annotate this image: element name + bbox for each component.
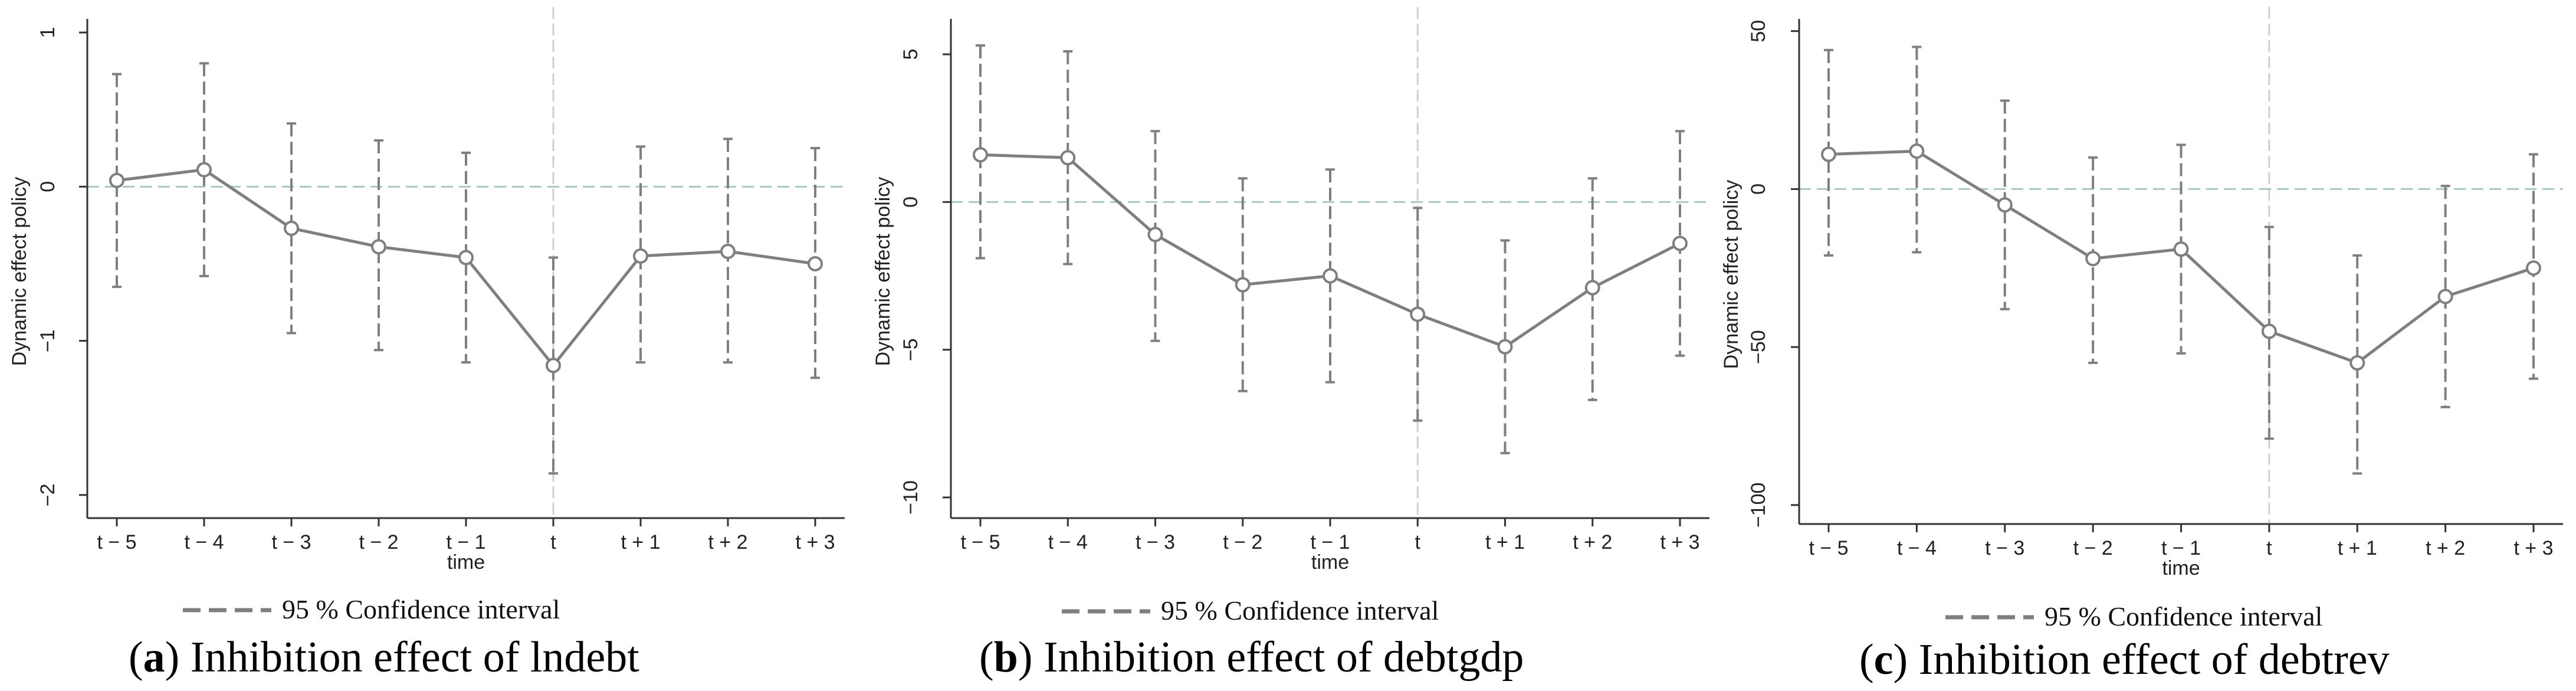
data-point [1997,197,2013,213]
data-point [2085,251,2101,267]
data-point [284,220,299,236]
data-point [1584,280,1600,296]
y-tick-label: −2 [37,483,59,506]
panel-caption: (b) Inhibition effect of debtgdp [979,633,1524,682]
x-tick-label: t − 5 [1809,537,1848,559]
x-axis-label: time [447,551,485,574]
data-point [371,239,386,255]
x-tick-label: t + 3 [795,531,835,554]
data-point [973,147,988,163]
data-point [1147,227,1163,243]
x-axis-label: time [1311,551,1349,574]
data-point [2526,260,2541,276]
x-axis-label: time [2162,557,2200,579]
legend-label: 95 % Confidence interval [1161,595,1439,625]
y-tick-label: −1 [37,329,59,352]
data-point [808,256,823,271]
legend-label: 95 % Confidence interval [2045,601,2322,631]
x-tick-label: t + 2 [708,531,747,554]
data-point [1821,146,1836,162]
x-tick-label: t + 1 [1485,531,1525,554]
x-tick-label: t [1415,531,1421,554]
x-tick-label: t [2266,537,2272,559]
x-tick-label: t − 3 [1136,531,1175,554]
data-point [1410,306,1426,322]
data-point [633,248,648,264]
y-tick-label: −10 [900,480,922,515]
data-point [1909,143,1925,159]
x-tick-label: t + 1 [2338,537,2377,559]
x-tick-label: t − 1 [1310,531,1350,554]
data-point [109,172,124,188]
x-tick-label: t − 5 [97,531,136,554]
panel-b: 5 0 −5 −10 Dynamic effect policy t − 5 t − 4 t … [872,7,1709,682]
x-tick-label: t − 2 [2073,537,2113,559]
x-tick-label: t − 5 [960,531,1000,554]
y-axis-label: Dynamic effect policy [872,177,894,366]
y-tick-label: −50 [1747,330,1770,364]
data-point [1323,268,1338,284]
x-tick-label: t − 2 [1223,531,1262,554]
y-tick-label: 0 [37,181,59,192]
panel-caption: (a) Inhibition effect of lndebt [129,633,639,682]
panel-c: 50 0 −50 −100 Dynamic effect policy t − 5 t − … [1720,7,2563,684]
data-point [2437,289,2453,304]
x-tick-label: t − 3 [1985,537,2024,559]
y-tick-label: 50 [1747,20,1770,42]
data-point [1235,277,1251,293]
panel-a: 1 0 −1 −2 Dynamic effect policy t − 5 t − 4 t −… [8,7,845,682]
x-tick-label: t + 1 [621,531,660,554]
x-tick-label: t + 2 [1573,531,1612,554]
data-point [458,250,474,266]
x-tick-label: t − 3 [271,531,311,554]
data-point [2261,323,2277,339]
x-tick-label: t + 3 [2513,537,2553,559]
data-point [546,358,561,374]
y-axis-label: Dynamic effect policy [8,177,31,366]
x-tick-label: t − 4 [184,531,224,554]
x-tick-label: t − 1 [2161,537,2201,559]
panel-caption: (c) Inhibition effect of debtrev [1859,636,2390,684]
legend-label: 95 % Confidence interval [282,594,560,624]
y-tick-label: −100 [1747,483,1770,528]
x-tick-label: t + 2 [2426,537,2465,559]
data-point [2349,355,2365,371]
x-tick-label: t − 4 [1897,537,1937,559]
y-tick-label: 1 [37,27,59,38]
data-point [1672,235,1688,251]
data-point [196,162,212,178]
y-tick-label: 0 [1747,184,1770,195]
x-tick-label: t [550,531,556,554]
x-tick-label: t + 3 [1660,531,1699,554]
data-point [2173,241,2189,257]
data-point [1060,150,1076,166]
y-tick-label: −5 [900,338,922,361]
y-axis-label: Dynamic effect policy [1720,180,1743,369]
y-tick-label: 5 [900,49,922,60]
x-tick-label: t − 4 [1048,531,1088,554]
data-point [720,244,736,260]
data-point [1497,339,1513,355]
x-tick-label: t − 2 [359,531,398,554]
y-tick-label: 0 [900,197,922,208]
x-tick-label: t − 1 [446,531,485,554]
